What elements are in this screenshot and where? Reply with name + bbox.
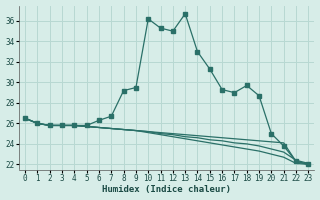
X-axis label: Humidex (Indice chaleur): Humidex (Indice chaleur): [102, 185, 231, 194]
